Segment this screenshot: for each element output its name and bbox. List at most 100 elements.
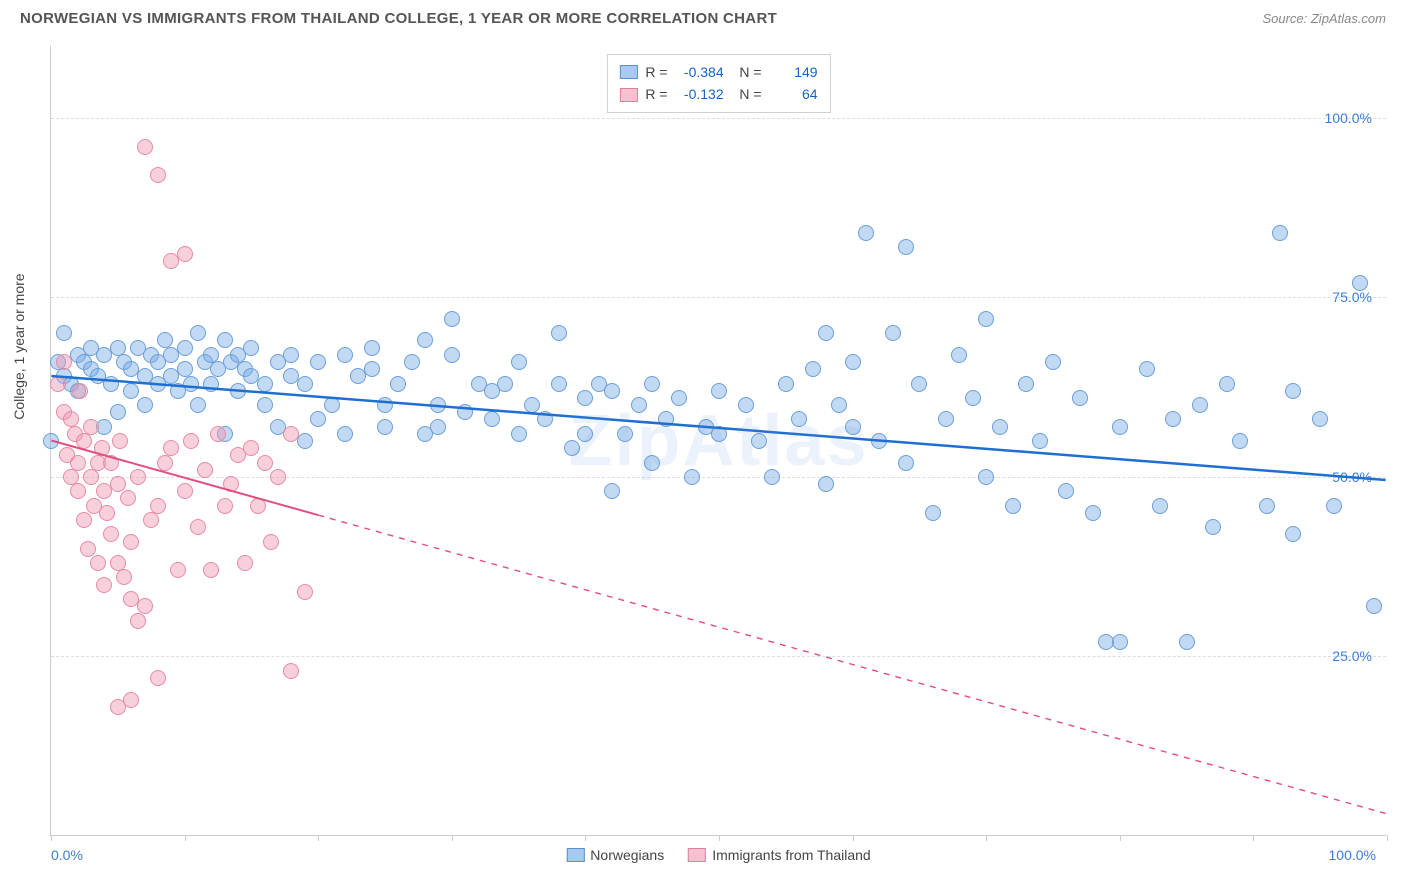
data-point — [1072, 390, 1088, 406]
data-point — [123, 534, 139, 550]
data-point — [1152, 498, 1168, 514]
data-point — [1032, 433, 1048, 449]
data-point — [177, 340, 193, 356]
data-point — [1192, 397, 1208, 413]
data-point — [1139, 361, 1155, 377]
chart-area: College, 1 year or more 25.0%50.0%75.0%1… — [50, 46, 1386, 836]
plot-area: 25.0%50.0%75.0%100.0% — [51, 46, 1386, 835]
stats-row: R = -0.384 N = 149 — [619, 61, 817, 83]
x-tick — [1253, 835, 1254, 841]
stat-r-value: -0.132 — [676, 83, 724, 105]
data-point — [90, 555, 106, 571]
data-point — [885, 325, 901, 341]
data-point — [94, 440, 110, 456]
data-point — [43, 433, 59, 449]
data-point — [577, 390, 593, 406]
data-point — [130, 613, 146, 629]
data-point — [1272, 225, 1288, 241]
data-point — [1259, 498, 1275, 514]
data-point — [858, 225, 874, 241]
data-point — [197, 462, 213, 478]
data-point — [1165, 411, 1181, 427]
data-point — [1179, 634, 1195, 650]
x-tick — [585, 835, 586, 841]
data-point — [116, 569, 132, 585]
stat-r-label: R = — [645, 61, 667, 83]
data-point — [297, 584, 313, 600]
data-point — [70, 455, 86, 471]
data-point — [764, 469, 780, 485]
source-attribution: Source: ZipAtlas.com — [1262, 11, 1386, 26]
data-point — [83, 469, 99, 485]
data-point — [170, 562, 186, 578]
data-point — [103, 376, 119, 392]
data-point — [871, 433, 887, 449]
grid-line — [51, 297, 1386, 298]
data-point — [283, 663, 299, 679]
bottom-legend: NorwegiansImmigrants from Thailand — [566, 847, 870, 863]
data-point — [110, 476, 126, 492]
data-point — [551, 325, 567, 341]
data-point — [671, 390, 687, 406]
stat-r-value: -0.384 — [676, 61, 724, 83]
stat-n-value: 149 — [770, 61, 818, 83]
data-point — [190, 397, 206, 413]
x-tick — [719, 835, 720, 841]
data-point — [430, 419, 446, 435]
y-tick-label: 75.0% — [1332, 289, 1372, 305]
data-point — [631, 397, 647, 413]
legend-swatch — [688, 848, 706, 862]
data-point — [150, 498, 166, 514]
y-tick-label: 100.0% — [1325, 110, 1372, 126]
data-point — [150, 167, 166, 183]
data-point — [324, 397, 340, 413]
series-swatch — [619, 65, 637, 79]
stat-n-label: N = — [732, 83, 762, 105]
data-point — [203, 376, 219, 392]
data-point — [951, 347, 967, 363]
x-axis-min-label: 0.0% — [51, 847, 83, 863]
data-point — [137, 598, 153, 614]
grid-line — [51, 477, 1386, 478]
data-point — [283, 426, 299, 442]
data-point — [257, 455, 273, 471]
data-point — [83, 419, 99, 435]
data-point — [751, 433, 767, 449]
data-point — [283, 347, 299, 363]
data-point — [177, 483, 193, 499]
data-point — [430, 397, 446, 413]
data-point — [217, 332, 233, 348]
data-point — [190, 519, 206, 535]
data-point — [70, 483, 86, 499]
data-point — [818, 325, 834, 341]
data-point — [143, 512, 159, 528]
data-point — [577, 426, 593, 442]
data-point — [604, 483, 620, 499]
data-point — [711, 426, 727, 442]
data-point — [130, 469, 146, 485]
source-name: ZipAtlas.com — [1311, 11, 1386, 26]
data-point — [564, 440, 580, 456]
data-point — [925, 505, 941, 521]
data-point — [1285, 383, 1301, 399]
data-point — [711, 383, 727, 399]
data-point — [390, 376, 406, 392]
legend-label: Norwegians — [590, 847, 664, 863]
x-tick — [452, 835, 453, 841]
data-point — [243, 440, 259, 456]
stat-n-label: N = — [732, 61, 762, 83]
source-prefix: Source: — [1262, 11, 1310, 26]
data-point — [845, 419, 861, 435]
data-point — [99, 505, 115, 521]
data-point — [237, 555, 253, 571]
stat-n-value: 64 — [770, 83, 818, 105]
data-point — [137, 139, 153, 155]
data-point — [72, 383, 88, 399]
data-point — [1352, 275, 1368, 291]
data-point — [190, 325, 206, 341]
data-point — [738, 397, 754, 413]
data-point — [1219, 376, 1235, 392]
legend-item: Norwegians — [566, 847, 664, 863]
data-point — [1005, 498, 1021, 514]
grid-line — [51, 656, 1386, 657]
